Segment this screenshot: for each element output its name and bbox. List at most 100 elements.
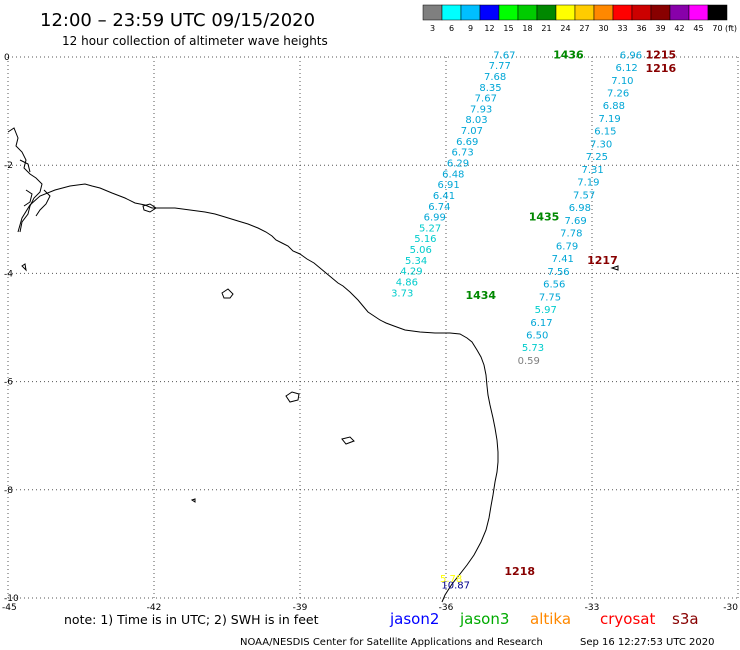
track-cryosat-value-0: 6.96 (620, 50, 642, 61)
track-south-value-0: 10.87 (441, 580, 470, 591)
track-jason3-value-9: 6.73 (451, 148, 473, 159)
x-tick-label-0: -45 (2, 603, 17, 613)
track-cryosat-value-12: 6.98 (569, 203, 591, 214)
legend-label-30: 30 (598, 24, 608, 33)
track-cryosat-value-6: 6.15 (594, 127, 616, 138)
satellite-legend-jason3: jason3 (459, 610, 509, 628)
legend-label-9: 9 (468, 24, 473, 33)
track-cryosat-value-24: 0.59 (518, 356, 540, 367)
track-jason3-value-6: 8.03 (465, 115, 487, 126)
island-7 (190, 498, 196, 503)
legend-swatch-27 (574, 4, 595, 21)
legend-label-12: 12 (484, 24, 494, 33)
track-cryosat-value-11: 7.57 (573, 190, 595, 201)
island-2 (221, 288, 234, 299)
legend-label-15: 15 (503, 24, 513, 33)
track-cryosat-value-15: 6.79 (556, 241, 578, 252)
y-tick-label-5: -10 (4, 594, 19, 604)
track-cryosat-value-20: 5.97 (535, 305, 557, 316)
coastline-north (7, 127, 51, 233)
legend-swatch-21 (536, 4, 557, 21)
legend-swatch-39 (650, 4, 671, 21)
legend-swatch-33 (612, 4, 633, 21)
legend-label-3: 3 (430, 24, 435, 33)
track-cryosat-value-5: 7.19 (599, 114, 621, 125)
track-jason3-value-13: 6.41 (433, 191, 455, 202)
footer-credit: NOAA/NESDIS Center for Satellite Applica… (240, 637, 543, 648)
track-cryosat-value-22: 6.50 (526, 330, 548, 341)
coastline-main (17, 183, 499, 603)
legend-swatch-42 (669, 4, 690, 21)
track-jason3-value-1: 7.77 (489, 61, 511, 72)
satellite-legend-cryosat: cryosat (600, 610, 655, 628)
track-south: 10.87 1218 (441, 565, 535, 592)
legend-swatch-45 (688, 4, 709, 21)
track-cryosat-value-7: 7.30 (590, 139, 612, 150)
track-cryosat-value-2: 7.10 (611, 76, 633, 87)
coastline (7, 127, 619, 603)
track-cryosat-value-17: 7.56 (547, 267, 569, 278)
lat-lon-grid (7, 56, 739, 599)
track-jason3-time-1435: 1435 (529, 211, 560, 224)
axis-tick-labels: -45 -42 -39 -36 -33 -30 0 -2 -4 -6 -8 -10 (2, 53, 738, 613)
legend-swatch-9 (460, 4, 481, 21)
y-tick-label-4: -8 (4, 486, 13, 496)
legend-label-21: 21 (541, 24, 551, 33)
track-cryosat-value-1: 6.12 (616, 63, 638, 74)
track-cryosat-value-23: 5.73 (522, 343, 544, 354)
south-yellow-value: 5.78 (440, 574, 462, 585)
page-title: 12:00 – 23:59 UTC 09/15/2020 (40, 10, 315, 31)
track-jason3-value-22: 3.73 (391, 288, 413, 299)
page-subtitle: 12 hour collection of altimeter wave hei… (62, 34, 328, 48)
legend-swatch-6 (441, 4, 462, 21)
legend-label-24: 24 (560, 24, 570, 33)
track-cryosat-value-10: 7.19 (577, 178, 599, 189)
y-tick-label-0: 0 (4, 53, 10, 63)
wave-height-color-legend: 3 6 9 12 15 18 21 24 27 30 33 36 39 42 45 70 (ft) (422, 4, 737, 33)
x-tick-label-5: -30 (723, 603, 738, 613)
satellite-legend: jason2 jason3 altika cryosat s3a (389, 610, 699, 628)
y-tick-label-2: -4 (4, 269, 13, 279)
island-3 (285, 391, 300, 403)
track-cryosat-value-3: 7.26 (607, 89, 629, 100)
x-tick-label-2: -39 (293, 603, 308, 613)
track-cryosat-time-1216: 1216 (646, 62, 677, 75)
legend-swatch-15 (498, 4, 519, 21)
track-jason3-value-20: 4.29 (400, 267, 422, 278)
island-6 (21, 263, 27, 272)
track-jason3-value-10: 6.29 (447, 158, 469, 169)
legend-label-33: 33 (617, 24, 627, 33)
track-jason3-value-7: 7.07 (461, 126, 483, 137)
track-jason3-value-18: 5.06 (410, 245, 432, 256)
island-5 (610, 265, 619, 271)
track-jason3-value-16: 5.27 (419, 223, 441, 234)
footer-note: note: 1) Time is in UTC; 2) SWH is in fe… (64, 612, 319, 627)
track-cryosat-value-4: 6.88 (603, 101, 625, 112)
legend-swatch-3 (422, 4, 443, 21)
track-cryosat-value-16: 7.41 (552, 254, 574, 265)
satellite-legend-jason2: jason2 (389, 610, 439, 628)
track-cryosat-value-14: 7.78 (560, 229, 582, 240)
legend-swatch-30 (593, 4, 614, 21)
island-4 (341, 436, 355, 445)
track-jason3-value-12: 6.91 (438, 180, 460, 191)
x-tick-label-1: -42 (147, 603, 162, 613)
track-jason3-value-11: 6.48 (442, 169, 464, 180)
y-tick-label-3: -6 (4, 378, 13, 388)
track-cryosat: 6.96 6.12 7.10 7.266.88 7.19 6.157.30 7.25 7.31… (518, 48, 677, 367)
track-cryosat-value-19: 7.75 (539, 292, 561, 303)
x-tick-label-4: -33 (585, 603, 600, 613)
footer-timestamp: Sep 16 12:27:53 UTC 2020 (580, 637, 714, 648)
track-jason3: 7.677.777.688.357.677.938.037.076.696.73… (391, 48, 584, 302)
y-tick-label-1: -2 (4, 161, 13, 171)
track-jason3-value-14: 6.74 (428, 202, 450, 213)
track-cryosat-value-13: 7.69 (564, 216, 586, 227)
satellite-tracks: 7.677.777.688.357.677.938.037.076.696.73… (391, 48, 676, 591)
legend-swatch-36 (631, 4, 652, 21)
legend-label-39: 39 (655, 24, 665, 33)
legend-label-42: 42 (674, 24, 684, 33)
track-cryosat-time-1215: 1215 (646, 48, 677, 61)
legend-label-70: 70 (712, 24, 722, 33)
legend-label-6: 6 (449, 24, 454, 33)
